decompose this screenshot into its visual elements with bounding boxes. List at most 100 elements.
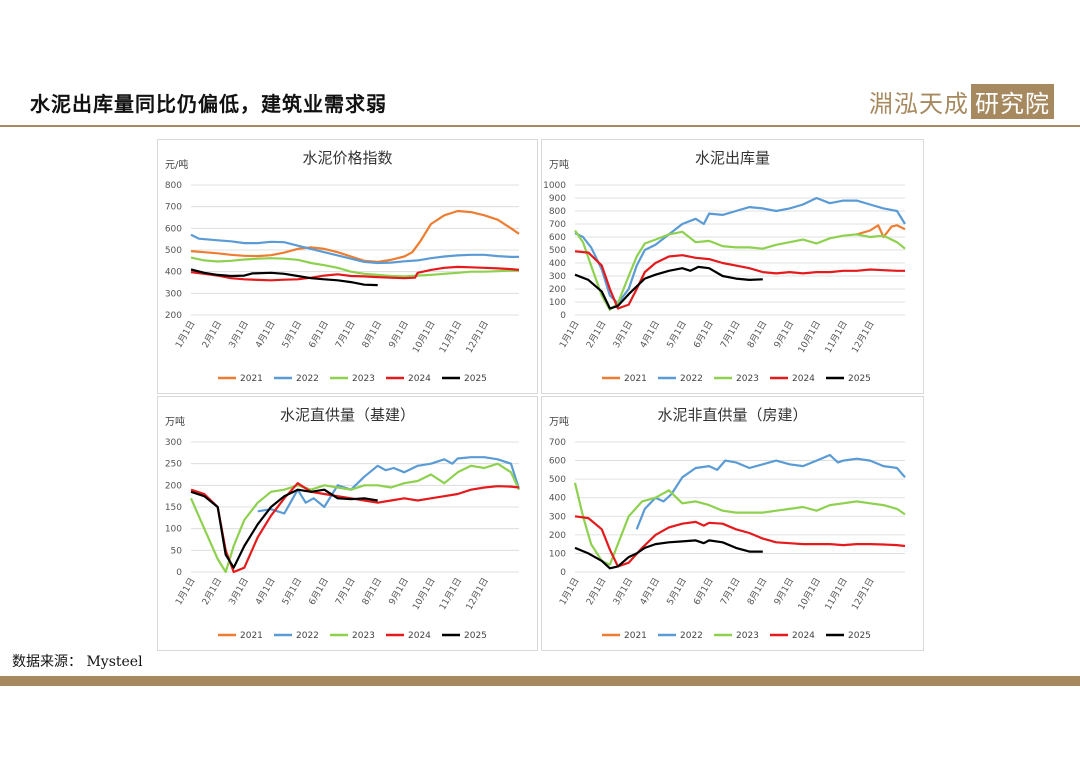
- y-tick-label: 600: [549, 457, 566, 467]
- y-tick-label: 700: [549, 220, 566, 230]
- x-tick-label: 8月1日: [745, 319, 769, 350]
- y-tick-label: 500: [165, 246, 182, 256]
- series-line-2022: [190, 233, 519, 265]
- x-tick-label: 4月1日: [638, 576, 662, 607]
- x-tick-label: 12月1日: [464, 319, 491, 355]
- legend-label-2025: 2025: [464, 631, 487, 641]
- x-tick-label: 7月1日: [333, 576, 357, 607]
- legend-label-2025: 2025: [464, 374, 487, 384]
- x-tick-label: 3月1日: [227, 576, 251, 607]
- legend-label-2023: 2023: [352, 374, 375, 384]
- series-line-2023: [573, 482, 906, 566]
- legend-label-2021: 2021: [624, 631, 647, 641]
- legend-label-2022: 2022: [296, 374, 319, 384]
- legend-label-2022: 2022: [680, 374, 703, 384]
- x-tick-label: 5月1日: [665, 576, 689, 607]
- x-tick-label: 11月1日: [823, 319, 850, 355]
- chart-panel-price: 水泥价格指数 元/吨 200 300 400 500 600 700 800 1月1日 2月1日 3月…: [157, 139, 538, 394]
- y-tick-label: 250: [165, 460, 182, 470]
- series-line-2022: [257, 456, 521, 515]
- y-tick-label: 900: [549, 194, 566, 204]
- x-tick-label: 11月1日: [437, 319, 464, 355]
- y-tick-label: 700: [165, 203, 182, 213]
- x-tick-label: 6月1日: [691, 319, 715, 350]
- company-logo: 淵泓天成 研究院: [869, 84, 1054, 119]
- y-tick-label: 300: [549, 512, 566, 522]
- legend-label-2024: 2024: [792, 631, 815, 641]
- legend-label-2024: 2024: [408, 631, 431, 641]
- x-tick-label: 2月1日: [200, 319, 224, 350]
- series-line-2025: [574, 539, 763, 570]
- x-tick-label: 5月1日: [280, 576, 304, 607]
- header-divider: [0, 125, 1080, 127]
- x-tick-label: 12月1日: [850, 576, 877, 612]
- x-tick-label: 11月1日: [823, 576, 850, 612]
- y-tick-label: 1000: [543, 181, 566, 191]
- y-tick-label: 150: [165, 503, 182, 513]
- x-tick-label: 9月1日: [387, 319, 411, 350]
- series-line-2023: [574, 229, 906, 311]
- y-tick-label: 200: [549, 285, 566, 295]
- series-line-2025: [574, 265, 763, 310]
- legend-label-2021: 2021: [240, 631, 263, 641]
- x-tick-label: 1月1日: [173, 576, 197, 607]
- series-line-2021: [856, 224, 906, 239]
- x-tick-label: 9月1日: [772, 576, 796, 607]
- y-tick-label: 500: [549, 475, 566, 485]
- y-tick-label: 600: [549, 233, 566, 243]
- series-line-2024: [190, 265, 520, 282]
- x-tick-label: 4月1日: [253, 576, 277, 607]
- x-tick-label: 5月1日: [665, 319, 689, 350]
- y-unit-label: 元/吨: [165, 158, 188, 171]
- x-tick-label: 3月1日: [611, 319, 635, 350]
- legend-label-2023: 2023: [736, 631, 759, 641]
- legend-label-2024: 2024: [408, 374, 431, 384]
- x-tick-label: 6月1日: [307, 576, 331, 607]
- legend-label-2021: 2021: [240, 374, 263, 384]
- legend-label-2025: 2025: [848, 631, 871, 641]
- nondirect-supply-chart: 水泥非直供量（房建） 万吨 0 100 200 300 400 500 600 700 1月1日 2月…: [549, 406, 906, 641]
- y-tick-label: 300: [165, 438, 182, 448]
- x-tick-label: 6月1日: [307, 319, 331, 350]
- y-tick-label: 200: [165, 481, 182, 491]
- chart-panel-nondirect: 水泥非直供量（房建） 万吨 0 100 200 300 400 500 600 700 1月1日 2月…: [541, 396, 924, 651]
- series-line-2022: [635, 453, 906, 530]
- slide-title: 水泥出库量同比仍偏低，建筑业需求弱: [30, 92, 387, 116]
- x-tick-label: 2月1日: [584, 319, 608, 350]
- y-tick-label: 0: [560, 568, 566, 578]
- x-tick-label: 8月1日: [360, 576, 384, 607]
- chart-panel-outbound: 水泥出库量 万吨 0 100 200 300 400 500 600 700 800 900 1000 1…: [541, 139, 924, 394]
- chart-title: 水泥直供量（基建）: [280, 406, 415, 424]
- series-line-2023: [189, 462, 520, 574]
- chart-panel-direct: 水泥直供量（基建） 万吨 0 50 100 150 200 250 300 1月1日 2月1日 3月1…: [157, 396, 538, 651]
- x-tick-label: 3月1日: [611, 576, 635, 607]
- x-tick-label: 8月1日: [745, 576, 769, 607]
- x-tick-label: 9月1日: [772, 319, 796, 350]
- x-tick-label: 11月1日: [437, 576, 464, 612]
- y-tick-label: 800: [165, 181, 182, 191]
- series-line-2025: [190, 488, 378, 569]
- legend-label-2023: 2023: [736, 374, 759, 384]
- y-tick-label: 300: [165, 289, 182, 299]
- series-line-2024: [574, 250, 905, 310]
- y-tick-label: 0: [560, 311, 566, 321]
- x-tick-label: 1月1日: [557, 576, 581, 607]
- x-tick-label: 6月1日: [691, 576, 715, 607]
- logo-box: 研究院: [971, 84, 1054, 119]
- legend-label-2024: 2024: [792, 374, 815, 384]
- x-tick-label: 5月1日: [280, 319, 304, 350]
- legend-label-2025: 2025: [848, 374, 871, 384]
- x-tick-label: 10月1日: [410, 319, 437, 355]
- series-line-2025: [190, 268, 378, 287]
- x-tick-label: 7月1日: [718, 576, 742, 607]
- x-tick-label: 2月1日: [584, 576, 608, 607]
- direct-supply-chart: 水泥直供量（基建） 万吨 0 50 100 150 200 250 300 1月1日 2月1日 3月1…: [165, 406, 521, 641]
- x-tick-label: 3月1日: [227, 319, 251, 350]
- x-tick-label: 1月1日: [173, 319, 197, 350]
- y-tick-label: 500: [549, 246, 566, 256]
- y-tick-label: 50: [171, 546, 183, 556]
- data-source: 数据来源： Mysteel: [12, 654, 143, 670]
- x-tick-label: 2月1日: [200, 576, 224, 607]
